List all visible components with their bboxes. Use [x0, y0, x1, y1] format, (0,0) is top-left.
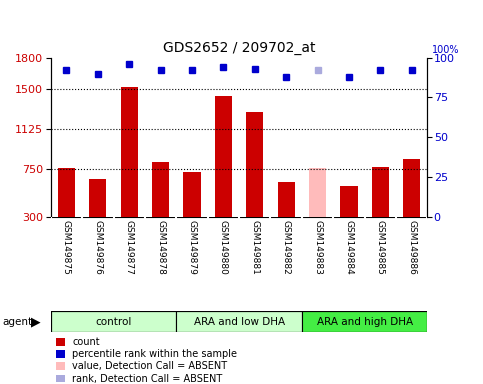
Text: GSM149877: GSM149877 [125, 220, 134, 275]
Text: GSM149875: GSM149875 [62, 220, 71, 275]
Bar [341, 186, 357, 217]
Bar [121, 87, 138, 217]
Text: GSM149885: GSM149885 [376, 220, 385, 275]
Bar [309, 168, 326, 217]
Bar [58, 168, 75, 217]
Bar [372, 167, 389, 217]
Text: ▶: ▶ [31, 315, 41, 328]
Bar [152, 162, 169, 217]
Text: GSM149878: GSM149878 [156, 220, 165, 275]
Title: GDS2652 / 209702_at: GDS2652 / 209702_at [163, 41, 315, 55]
Bar [215, 96, 232, 217]
Text: value, Detection Call = ABSENT: value, Detection Call = ABSENT [72, 361, 227, 371]
Bar [176, 311, 302, 332]
Text: ARA and low DHA: ARA and low DHA [194, 316, 284, 327]
Text: percentile rank within the sample: percentile rank within the sample [72, 349, 238, 359]
Text: 100%: 100% [432, 45, 459, 55]
Bar [302, 311, 427, 332]
Bar [278, 182, 295, 217]
Bar [403, 159, 420, 217]
Text: GSM149876: GSM149876 [93, 220, 102, 275]
Text: GSM149883: GSM149883 [313, 220, 322, 275]
Text: GSM149881: GSM149881 [250, 220, 259, 275]
Text: agent: agent [2, 316, 32, 327]
Text: control: control [95, 316, 132, 327]
Text: rank, Detection Call = ABSENT: rank, Detection Call = ABSENT [72, 374, 223, 384]
Text: GSM149882: GSM149882 [282, 220, 291, 275]
Bar [51, 311, 176, 332]
Bar [89, 179, 106, 217]
Text: count: count [72, 337, 100, 347]
Text: GSM149884: GSM149884 [344, 220, 354, 275]
Text: GSM149886: GSM149886 [407, 220, 416, 275]
Bar [184, 172, 200, 217]
Text: GSM149880: GSM149880 [219, 220, 228, 275]
Bar [246, 112, 263, 217]
Text: ARA and high DHA: ARA and high DHA [316, 316, 413, 327]
Text: GSM149879: GSM149879 [187, 220, 197, 275]
